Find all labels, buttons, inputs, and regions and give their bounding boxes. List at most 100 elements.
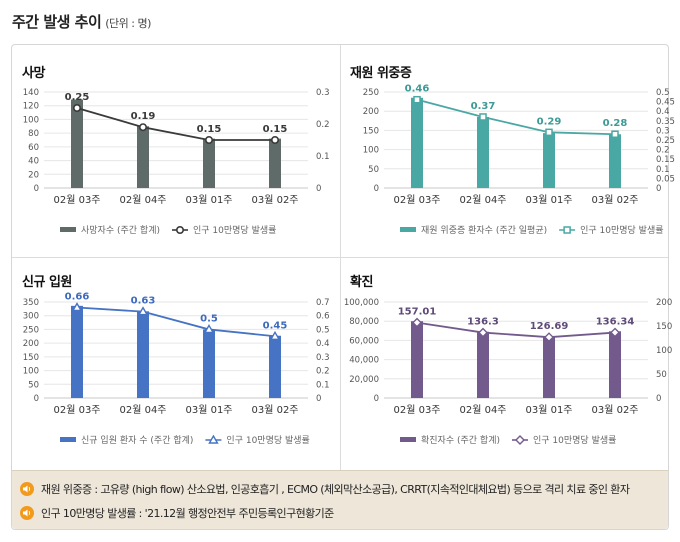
- legend-bar-swatch: [60, 437, 76, 442]
- legend: 신규 입원 환자 수 (주간 합계) 인구 10만명당 발생률: [60, 434, 310, 446]
- line-point: [479, 113, 487, 121]
- data-label: 136.3: [467, 317, 499, 328]
- bar: [477, 116, 489, 188]
- left-tick-label: 100: [23, 367, 39, 377]
- left-tick-label: 40,000: [349, 356, 379, 366]
- right-tick-label: 0.2: [316, 120, 330, 130]
- left-tick-label: 250: [23, 325, 39, 335]
- category-label: 02월 03주: [53, 194, 100, 206]
- left-tick-label: 250: [363, 88, 379, 98]
- right-tick-label: 0.1: [316, 152, 330, 162]
- divider-horizontal: [12, 257, 668, 258]
- data-label: 0.45: [263, 320, 288, 331]
- right-tick-label: 0.7: [316, 298, 330, 308]
- line-point: [139, 123, 148, 132]
- left-tick-label: 300: [23, 312, 39, 322]
- bar: [269, 138, 281, 188]
- line-point: [563, 226, 571, 234]
- right-tick-label: 0: [656, 184, 661, 194]
- category-label: 02월 03주: [53, 404, 100, 416]
- left-tick-label: 200: [363, 107, 379, 117]
- data-label: 157.01: [398, 307, 437, 318]
- line-point: [610, 327, 620, 338]
- right-tick-label: 0.3: [656, 126, 670, 136]
- line-point: [269, 330, 281, 340]
- legend-line-label: 인구 10만명당 발생률: [533, 435, 616, 446]
- right-tick-label: 0: [316, 184, 321, 194]
- left-tick-label: 350: [23, 298, 39, 308]
- panel-title-deaths: 사망: [22, 66, 45, 81]
- left-tick-label: 20,000: [349, 375, 379, 385]
- legend-line-label: 인구 10만명당 발생률: [226, 435, 309, 446]
- legend-line-label: 인구 10만명당 발생률: [580, 225, 663, 236]
- bar: [203, 138, 215, 188]
- bar: [411, 321, 423, 398]
- note-item: 재원 위중증 : 고유량 (high flow) 산소요법, 인공호흡기 , E…: [20, 481, 630, 497]
- left-tick-label: 0: [34, 394, 39, 404]
- line-point: [208, 434, 219, 444]
- data-label: 0.25: [65, 92, 90, 103]
- line-point: [73, 103, 82, 112]
- data-label: 0.46: [405, 84, 430, 95]
- data-label: 126.69: [530, 321, 569, 332]
- legend-bar-label: 사망자수 (주간 합계): [81, 224, 160, 236]
- line-point: [270, 135, 279, 144]
- right-tick-label: 0.3: [316, 353, 330, 363]
- category-label: 02월 03주: [393, 404, 440, 416]
- data-label: 0.29: [537, 116, 562, 127]
- left-tick-label: 0: [374, 394, 379, 404]
- left-tick-label: 80,000: [349, 317, 379, 327]
- right-tick-label: 0.1: [316, 380, 330, 390]
- line-point: [545, 128, 553, 137]
- right-tick-label: 0.25: [656, 136, 675, 146]
- category-label: 03월 01주: [185, 194, 232, 206]
- data-label: 0.15: [197, 124, 222, 135]
- legend: 확진자수 (주간 합계) 인구 10만명당 발생률: [400, 434, 616, 446]
- legend-bar-label: 신규 입원 환자 수 (주간 합계): [81, 434, 193, 446]
- data-label: 0.19: [131, 111, 156, 122]
- data-label: 0.5: [200, 313, 218, 324]
- right-tick-label: 0.05: [656, 174, 675, 184]
- legend-bar-label: 재원 위중증 환자수 (주간 일평균): [421, 224, 547, 236]
- left-tick-label: 50: [368, 165, 379, 175]
- line-point: [205, 135, 214, 144]
- right-tick-label: 0.5: [316, 325, 330, 335]
- bar: [543, 133, 555, 188]
- category-label: 02월 04주: [459, 404, 506, 416]
- line-point: [412, 317, 422, 328]
- left-tick-label: 80: [28, 129, 39, 139]
- legend: 사망자수 (주간 합계) 인구 10만명당 발생률: [60, 224, 276, 236]
- bar: [203, 329, 215, 398]
- legend-bar-swatch: [400, 437, 416, 442]
- right-tick-label: 0: [656, 394, 661, 404]
- right-tick-label: 200: [656, 298, 672, 308]
- category-label: 03월 02주: [251, 194, 298, 206]
- category-label: 02월 03주: [393, 194, 440, 206]
- data-label: 0.63: [131, 296, 156, 307]
- category-label: 02월 04주: [119, 194, 166, 206]
- bar: [543, 336, 555, 398]
- right-tick-label: 150: [656, 322, 672, 332]
- left-tick-label: 60: [28, 143, 39, 153]
- category-label: 03월 02주: [251, 404, 298, 416]
- right-tick-label: 0.3: [316, 88, 330, 98]
- bar: [269, 335, 281, 398]
- series-line: [416, 321, 616, 339]
- category-label: 03월 01주: [185, 404, 232, 416]
- line-point: [478, 327, 488, 338]
- bar: [477, 331, 489, 398]
- right-tick-label: 0.45: [656, 98, 675, 108]
- line-point: [413, 95, 421, 104]
- speaker-icon: [20, 482, 34, 496]
- bar: [71, 99, 83, 188]
- left-tick-label: 120: [23, 102, 39, 112]
- right-tick-label: 0.15: [656, 155, 675, 165]
- right-tick-label: 0.4: [316, 339, 330, 349]
- left-tick-label: 100: [363, 146, 379, 156]
- unit-label: (단위 : 명): [105, 17, 151, 30]
- category-label: 03월 02주: [591, 404, 638, 416]
- category-label: 03월 01주: [525, 194, 572, 206]
- left-tick-label: 20: [28, 170, 39, 180]
- bar: [411, 97, 423, 188]
- panel-title-admission: 신규 입원: [22, 275, 72, 290]
